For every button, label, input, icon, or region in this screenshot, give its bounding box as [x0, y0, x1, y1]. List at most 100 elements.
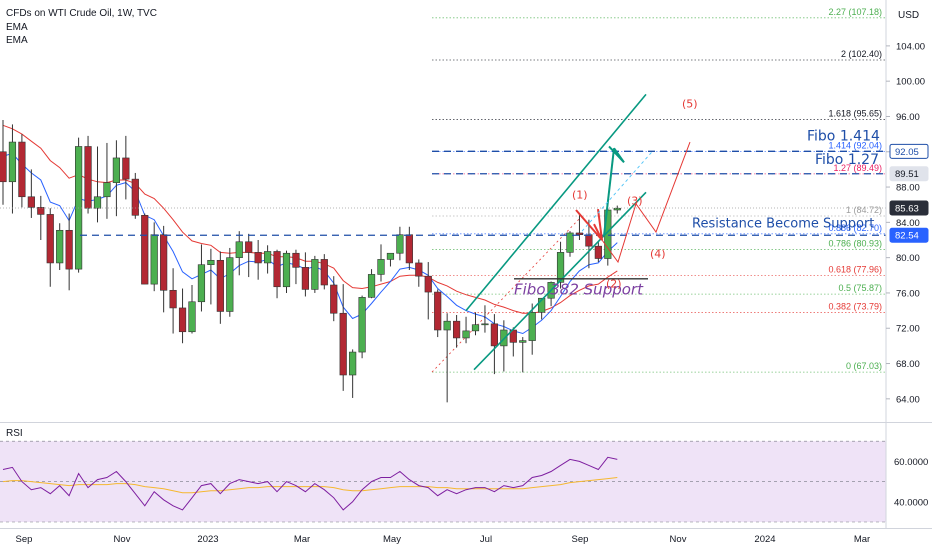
- candle: [613, 205, 621, 214]
- time-tick-label: 2024: [754, 534, 775, 545]
- time-tick-label: Jul: [480, 534, 492, 545]
- candle-body: [226, 257, 234, 312]
- fib-level-label: 1.414 (92.04): [828, 140, 882, 150]
- price-tick-label: 104.00: [896, 41, 925, 52]
- candle: [226, 247, 234, 317]
- candle-body: [27, 196, 35, 208]
- fib-level-label: 1.27 (89.49): [833, 163, 882, 173]
- impulse-arrow-head: [608, 145, 625, 164]
- candle-body: [528, 312, 536, 341]
- fib-level-label: 0.382 (73.79): [828, 301, 882, 311]
- candle-body: [235, 241, 243, 258]
- projected-wave-path: [601, 141, 691, 264]
- candle-body: [263, 251, 272, 264]
- drawings: Fibo 1.414 Fibo 1.27 Resistance Become Sup…: [0, 93, 886, 371]
- candle: [65, 213, 73, 291]
- candle-body: [0, 151, 7, 183]
- candle-body: [490, 323, 499, 347]
- candle-body: [112, 157, 120, 183]
- wave-label: (4): [650, 248, 666, 261]
- indicator-ema-2[interactable]: EMA: [6, 35, 28, 46]
- price-badge-box: [889, 227, 929, 243]
- time-tick-label: Sep: [16, 534, 33, 545]
- candle-body: [575, 232, 584, 236]
- candle-body: [471, 324, 480, 332]
- candle: [481, 305, 489, 333]
- price-tick-label: 76.00: [896, 288, 920, 299]
- rsi-line: [2, 456, 618, 511]
- candle: [358, 295, 366, 359]
- candle-body: [245, 241, 253, 253]
- candle-body: [216, 259, 224, 312]
- candle-body: [339, 312, 347, 376]
- currency-label: USD: [898, 10, 919, 21]
- candle-body: [556, 252, 565, 283]
- candle-body: [103, 182, 111, 198]
- candle-body: [594, 245, 602, 259]
- candle: [339, 284, 347, 391]
- candle-body: [188, 301, 196, 333]
- candle: [452, 315, 461, 348]
- candle-body: [452, 320, 461, 339]
- price-tick-label: 88.00: [896, 183, 920, 194]
- candle-body: [462, 330, 470, 339]
- pullback-arrow: [575, 209, 603, 241]
- candle: [424, 262, 432, 320]
- candle: [84, 135, 92, 214]
- chart-title: CFDs on WTI Crude Oil, 1W, TVC: [6, 8, 157, 19]
- candle: [197, 244, 206, 312]
- wave-label: (5): [682, 98, 698, 111]
- price-badge-box: [889, 200, 929, 216]
- time-tick-label: Nov: [670, 534, 687, 545]
- candle-body: [585, 234, 593, 247]
- candle: [245, 233, 253, 278]
- candle: [188, 285, 196, 334]
- candle: [415, 259, 423, 287]
- channel-upper-line: [465, 93, 647, 312]
- candle: [396, 226, 404, 261]
- candle-body: [197, 264, 206, 303]
- candle-body: [141, 214, 149, 285]
- candle-body: [396, 234, 404, 254]
- candle-body: [18, 141, 26, 198]
- candle: [46, 208, 54, 287]
- candle-body: [292, 252, 300, 268]
- rsi-tick-label: 60.0000: [894, 457, 928, 468]
- candle: [301, 252, 310, 297]
- candle: [386, 252, 395, 267]
- ema-fast-line: [2, 152, 618, 335]
- price-badge-box: [889, 143, 929, 159]
- candle: [235, 231, 243, 276]
- price-badge-label: 89.51: [895, 169, 919, 180]
- time-tick-label: 2023: [197, 534, 218, 545]
- candle: [405, 226, 413, 270]
- candle: [207, 248, 215, 305]
- candle: [169, 268, 177, 334]
- candle: [254, 240, 262, 280]
- candle-body: [8, 141, 17, 183]
- candle-body: [443, 320, 451, 331]
- candle: [18, 134, 26, 208]
- candle: [216, 251, 224, 324]
- candle: [150, 222, 158, 292]
- price-badge: 92.05: [889, 143, 929, 159]
- candle: [330, 276, 338, 322]
- indicator-ema-1[interactable]: EMA: [6, 22, 28, 33]
- candle: [122, 135, 130, 200]
- candle-body: [415, 262, 423, 277]
- candle-body: [207, 259, 215, 266]
- candle-body: [566, 232, 574, 253]
- candle-body: [93, 196, 102, 209]
- rsi-label: RSI: [6, 428, 23, 439]
- wave-label: (1): [572, 189, 588, 202]
- candle-body: [349, 351, 357, 376]
- time-tick-label: Mar: [294, 534, 310, 545]
- candle-body: [37, 207, 45, 215]
- candle: [263, 245, 272, 274]
- rsi-ma-line: [2, 477, 618, 494]
- candle: [112, 140, 120, 217]
- price-tick-label: 80.00: [896, 253, 920, 264]
- fibo-382-label: Fibo 382 Support: [514, 281, 644, 299]
- channel-lower-line: [473, 191, 647, 371]
